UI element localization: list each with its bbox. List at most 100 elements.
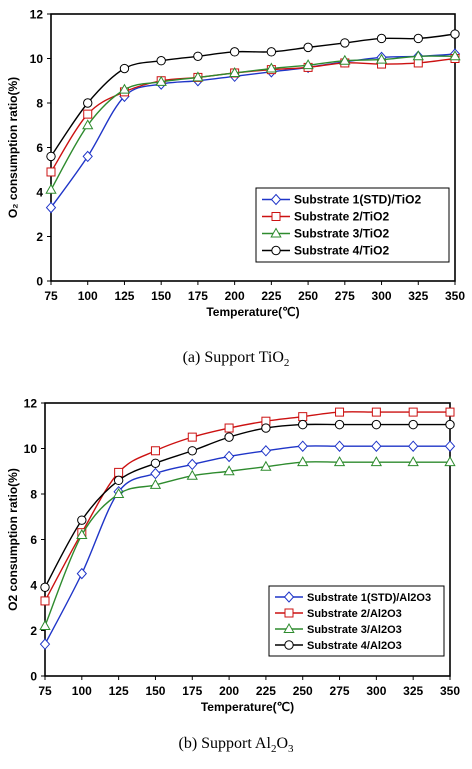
triangle-marker bbox=[82, 119, 94, 130]
triangle-marker bbox=[45, 183, 57, 194]
data-point bbox=[407, 456, 419, 467]
data-point bbox=[450, 29, 460, 39]
data-point bbox=[260, 460, 272, 471]
triangle-marker bbox=[444, 456, 456, 467]
square-marker bbox=[335, 407, 345, 417]
chart-a: 0 2 4 6 8 10 12 75 100 125 150 175 200 225 250 275 300 32… bbox=[6, 8, 465, 320]
x-tick-label: 200 bbox=[219, 684, 239, 698]
legend-marker bbox=[284, 640, 294, 650]
triangle-marker bbox=[270, 227, 282, 238]
diamond-marker bbox=[283, 591, 295, 603]
data-point bbox=[119, 63, 130, 74]
y-tick-label: 0 bbox=[36, 275, 43, 289]
data-point bbox=[193, 51, 203, 61]
circle-marker bbox=[284, 640, 294, 650]
circle-marker bbox=[450, 29, 460, 39]
triangle-marker bbox=[155, 75, 167, 86]
data-point bbox=[261, 423, 271, 433]
x-tick-label: 175 bbox=[188, 289, 208, 303]
y-tick-label: 8 bbox=[30, 488, 37, 502]
x-tick-label: 300 bbox=[372, 289, 392, 303]
legend-label: Substrate 1(STD)/Al2O3 bbox=[307, 592, 431, 604]
data-point bbox=[224, 423, 234, 433]
legend-box bbox=[255, 187, 450, 263]
y-tick-label: 4 bbox=[30, 579, 37, 593]
data-point bbox=[408, 407, 418, 417]
data-point bbox=[39, 638, 51, 650]
triangle-marker bbox=[375, 53, 388, 64]
data-point bbox=[83, 98, 93, 108]
data-point bbox=[40, 596, 50, 606]
data-point bbox=[46, 151, 56, 162]
square-marker bbox=[284, 608, 294, 618]
data-point bbox=[302, 59, 314, 70]
diamond-marker bbox=[187, 458, 198, 471]
legend-marker bbox=[283, 591, 295, 603]
caption-b: (b) Support Al2O3 bbox=[178, 735, 294, 756]
diamond-marker bbox=[408, 440, 419, 452]
data-point bbox=[187, 446, 197, 456]
data-point bbox=[77, 515, 87, 525]
series-line-4 bbox=[50, 33, 456, 157]
square-marker bbox=[83, 109, 93, 119]
diamond-marker bbox=[260, 445, 272, 457]
square-marker bbox=[224, 423, 234, 433]
diamond-marker bbox=[45, 201, 57, 214]
data-point bbox=[45, 201, 57, 214]
data-point bbox=[371, 407, 381, 417]
x-tick-label: 125 bbox=[114, 289, 134, 303]
x-axis-label: Temperature(℃) bbox=[206, 305, 299, 319]
data-point bbox=[375, 53, 388, 64]
data-point bbox=[340, 38, 350, 48]
square-marker bbox=[298, 412, 308, 422]
x-tick-label: 150 bbox=[145, 684, 165, 698]
triangle-marker bbox=[39, 619, 51, 630]
diamond-marker bbox=[371, 440, 382, 452]
diamond-marker bbox=[150, 467, 161, 480]
legend-label: Substrate 1(STD)/TiO2 bbox=[294, 193, 421, 207]
data-point bbox=[224, 432, 234, 442]
circle-marker bbox=[340, 38, 350, 48]
circle-marker bbox=[119, 63, 130, 74]
x-tick-label: 225 bbox=[261, 289, 281, 303]
caption-a: (a) Support TiO2 bbox=[182, 349, 290, 370]
square-marker bbox=[40, 596, 50, 606]
data-point bbox=[298, 412, 308, 422]
diamond-marker bbox=[223, 450, 235, 463]
triangle-marker bbox=[228, 66, 241, 77]
triangle-marker bbox=[370, 456, 383, 467]
triangle-marker bbox=[407, 456, 419, 467]
data-point bbox=[82, 150, 93, 163]
data-point bbox=[187, 432, 197, 442]
x-tick-label: 175 bbox=[182, 684, 202, 698]
legend-marker bbox=[270, 227, 282, 238]
data-point bbox=[187, 458, 198, 471]
data-point bbox=[76, 567, 87, 580]
x-tick-label: 75 bbox=[44, 289, 58, 303]
data-point bbox=[149, 478, 162, 489]
data-point bbox=[339, 54, 351, 65]
data-point bbox=[150, 458, 161, 468]
circle-marker bbox=[413, 33, 423, 44]
data-point bbox=[45, 183, 57, 194]
square-marker bbox=[150, 446, 160, 456]
data-point bbox=[413, 33, 423, 44]
chart-b: 0 2 4 6 8 10 12 75 100 125 150 175 200 225 250 275 300 32… bbox=[6, 397, 460, 715]
x-tick-label: 275 bbox=[335, 289, 355, 303]
data-point bbox=[118, 83, 131, 94]
triangle-marker bbox=[192, 71, 204, 82]
legend-label: Substrate 2/Al2O3 bbox=[307, 608, 402, 620]
triangle-marker bbox=[260, 460, 272, 471]
triangle-marker bbox=[333, 456, 346, 467]
y-tick-label: 2 bbox=[30, 624, 37, 638]
triangle-marker bbox=[302, 59, 314, 70]
circle-marker bbox=[156, 56, 166, 66]
y-tick-label: 8 bbox=[36, 97, 43, 111]
data-point bbox=[334, 440, 345, 452]
circle-marker bbox=[271, 245, 281, 256]
data-point bbox=[150, 467, 161, 480]
legend-label: Substrate 3/Al2O3 bbox=[307, 624, 402, 636]
circle-marker bbox=[224, 432, 234, 442]
circle-marker bbox=[298, 419, 308, 430]
triangle-marker bbox=[449, 50, 461, 61]
